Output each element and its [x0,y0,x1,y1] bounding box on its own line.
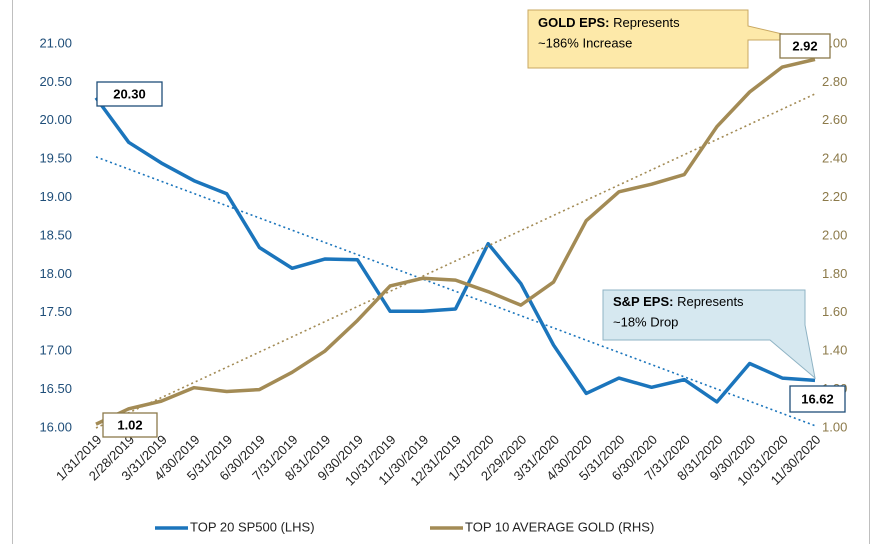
sp-callout: S&P EPS: Represents ~18% Drop [602,289,816,380]
data-label-text: 1.02 [117,417,142,432]
y2-tick-label: 2.60 [822,112,847,127]
y-tick-label: 20.50 [39,74,72,89]
y2-tick-label: 1.00 [822,419,847,434]
data-label-text: 20.30 [113,86,146,101]
y-tick-label: 20.00 [39,112,72,127]
series-line [95,57,816,426]
y2-tick-label: 1.80 [822,266,847,281]
callout-bold: GOLD EPS: [538,15,610,30]
y-tick-label: 19.50 [39,151,72,166]
y2-tick-label: 2.20 [822,189,847,204]
data-label-box [102,412,158,438]
y2-tick-label: 2.80 [822,74,847,89]
y-tick-label: 16.50 [39,381,72,396]
data-label: 16.62 [789,385,846,413]
data-label-text: 16.62 [801,391,834,406]
y2-tick-label: 1.60 [822,304,847,319]
y-tick-label: 16.00 [39,419,72,434]
callout-line: Represents [613,15,680,30]
y-tick-label: 18.00 [39,266,72,281]
y-tick-label: 17.00 [39,343,72,358]
data-label-box [779,33,831,59]
callout-line: ~18% Drop [613,314,678,329]
data-label-box [789,385,846,413]
data-label: 2.92 [779,33,831,59]
y-tick-label: 21.00 [39,35,72,50]
data-label: 1.02 [102,412,158,438]
y-tick-label: 18.50 [39,227,72,242]
data-label: 20.30 [96,81,163,107]
callout-bold: S&P EPS: [613,294,673,309]
legend-label: TOP 10 AVERAGE GOLD (RHS) [465,519,654,534]
data-label-text: 2.92 [792,38,817,53]
legend-label: TOP 20 SP500 (LHS) [190,519,315,534]
y2-tick-label: 2.40 [822,151,847,166]
y-tick-label: 19.00 [39,189,72,204]
y2-tick-label: 1.40 [822,343,847,358]
series-line [94,96,816,404]
callout-line: ~186% Increase [538,35,632,50]
y-tick-label: 17.50 [39,304,72,319]
callout-line: Represents [677,294,744,309]
callout-text: GOLD EPS: Represents [538,15,680,30]
gold-callout: GOLD EPS: Represents ~186% Increase [527,9,809,69]
data-label-box [96,81,163,107]
trendline [95,93,816,429]
y2-tick-label: 2.00 [822,227,847,242]
callout-text: S&P EPS: Represents [613,294,744,309]
